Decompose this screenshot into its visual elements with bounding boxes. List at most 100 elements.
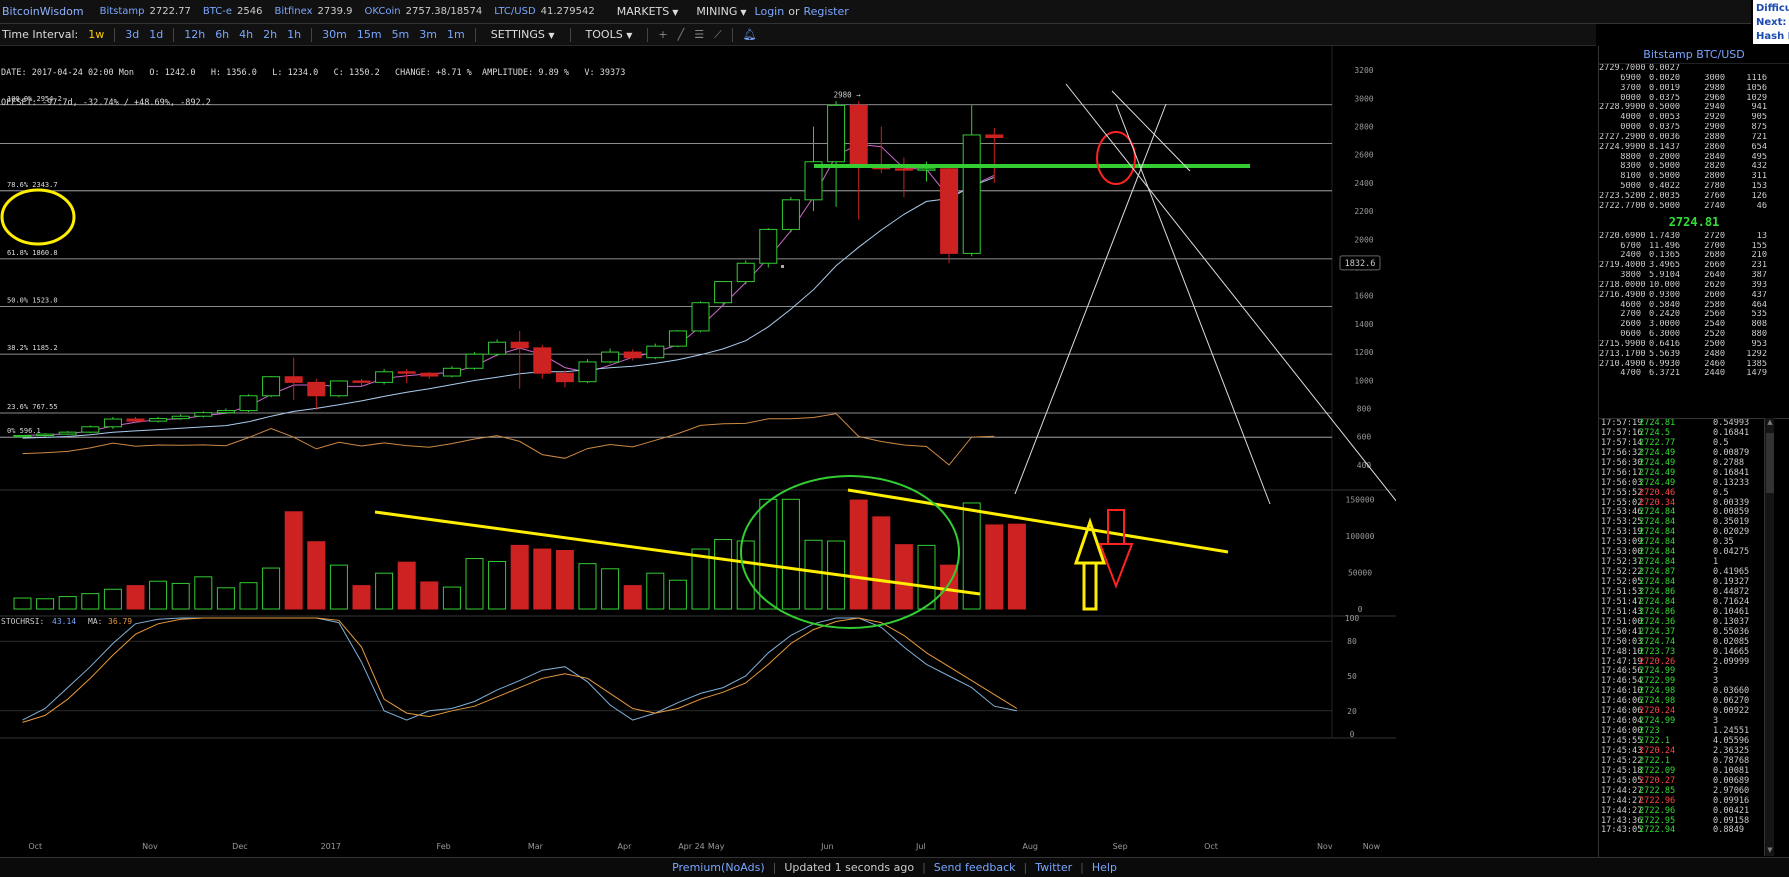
interval-4h[interactable]: 4h: [239, 28, 254, 41]
trade-row: 17:55:02 2720.34 0.00339: [1599, 498, 1789, 509]
interval-3m[interactable]: 3m: [419, 28, 437, 41]
interval-1h[interactable]: 1h: [287, 28, 302, 41]
depth-sum-cell: 953: [1751, 339, 1767, 349]
bid-row[interactable]: 2716.4900 0.9300 2600 437: [1599, 291, 1782, 301]
market-link-btce[interactable]: BTC-e: [202, 6, 232, 17]
amount-cell: 6.3000: [1649, 330, 1681, 340]
scroll-down-icon[interactable]: ▼: [1767, 846, 1773, 854]
amount-cell: 0.4022: [1649, 182, 1681, 192]
peak-label: 2980 →: [834, 91, 862, 100]
ask-row[interactable]: 8300 0.5000 2820 432: [1599, 162, 1782, 172]
crosshair-tool-icon[interactable]: +: [658, 28, 668, 41]
ask-row[interactable]: 6900 0.0020 3000 1116: [1599, 74, 1782, 84]
trade-price: 2723.73: [1639, 646, 1676, 657]
bid-row[interactable]: 0600 6.3000 2520 880: [1599, 330, 1782, 340]
interval-6h[interactable]: 6h: [215, 28, 230, 41]
tools-menu[interactable]: TOOLS ▼: [585, 28, 633, 41]
trade-row: 17:53:25 2724.84 0.35019: [1599, 517, 1789, 528]
chevron-down-icon: ▼: [548, 31, 555, 40]
bid-row[interactable]: 4600 0.5840 2580 464: [1599, 301, 1782, 311]
line-tool-icon[interactable]: ╱: [677, 28, 685, 41]
markets-menu[interactable]: MARKETS ▼: [616, 5, 679, 18]
login-link[interactable]: Login: [754, 5, 785, 18]
scroll-up-icon[interactable]: ▲: [1767, 418, 1773, 426]
ask-row[interactable]: 2723.5200 2.0035 2760 126: [1599, 192, 1782, 202]
twitter-link[interactable]: Twitter: [1035, 861, 1073, 874]
bid-row[interactable]: 2400 0.1365 2680 210: [1599, 251, 1782, 261]
trades-scrollbar[interactable]: ▲ ▼: [1764, 418, 1774, 856]
ask-row[interactable]: 2724.9900 8.1437 2860 654: [1599, 143, 1782, 153]
annotation-fan-line: [1111, 90, 1191, 172]
price-cell: 2715.9900: [1599, 339, 1646, 349]
site-logo[interactable]: BitcoinWisdom: [2, 5, 84, 18]
fib-level-label: 23.6% 767.55: [7, 403, 58, 411]
moving-averages: [22, 143, 995, 466]
interval-5m[interactable]: 5m: [391, 28, 410, 41]
candle-body: [533, 347, 552, 374]
ask-row[interactable]: 2727.2900 0.0036 2880 721: [1599, 133, 1782, 143]
candle-body: [171, 415, 190, 420]
depth-sum-cell: 535: [1751, 310, 1767, 320]
feedback-link[interactable]: Send feedback: [933, 861, 1016, 874]
price-chart[interactable]: 100.0% 2954.2 78.6% 2343.7 61.8% 1860.8 50.…: [0, 46, 1396, 857]
trade-row: 17:46:10 2724.98 0.03660: [1599, 686, 1789, 697]
trade-time: 17:45:05: [1601, 775, 1643, 786]
market-link-ltcusd[interactable]: LTC/USD: [494, 6, 536, 17]
fib-tool-icon[interactable]: ⟋: [714, 27, 722, 41]
trade-row: 17:45:43 2720.24 2.36325: [1599, 746, 1789, 757]
bid-row[interactable]: 3800 5.9104 2640 387: [1599, 271, 1782, 281]
bid-row[interactable]: 2720.6900 1.7430 2720 13: [1599, 232, 1782, 242]
fib-levels: 100.0% 2954.2 78.6% 2343.7 61.8% 1860.8 50.…: [0, 95, 1332, 438]
amount-cell: 0.0020: [1649, 73, 1681, 83]
market-link-bitfinex[interactable]: Bitfinex: [274, 6, 313, 17]
interval-15m[interactable]: 15m: [356, 28, 382, 41]
volume-bar: [804, 539, 823, 610]
help-link[interactable]: Help: [1091, 861, 1117, 874]
market-link-okcoin[interactable]: OKCoin: [364, 6, 401, 17]
ask-row[interactable]: 4000 0.0053 2920 905: [1599, 113, 1782, 123]
depth-sum-cell: 432: [1751, 162, 1767, 172]
ask-row[interactable]: 5000 0.4022 2780 153: [1599, 182, 1782, 192]
bid-row[interactable]: 2700 0.2420 2560 535: [1599, 310, 1782, 320]
ask-row[interactable]: 2729.7000 0.0027: [1599, 64, 1782, 74]
interval-12h[interactable]: 12h: [184, 28, 206, 41]
bid-row[interactable]: 2710.4900 6.9930 2460 1385: [1599, 360, 1782, 370]
interval-3d[interactable]: 3d: [125, 28, 140, 41]
ask-row[interactable]: 8100 0.5000 2800 311: [1599, 172, 1782, 182]
order-book-title[interactable]: Bitstamp BTC/USD: [1599, 46, 1789, 64]
volume-bar: [420, 581, 439, 610]
price-cell: 5000: [1620, 182, 1641, 192]
settings-menu[interactable]: SETTINGS ▼: [490, 28, 555, 41]
interval-1m[interactable]: 1m: [447, 28, 465, 41]
mining-menu[interactable]: MINING ▼: [696, 5, 747, 18]
market-link-bitstamp[interactable]: Bitstamp: [99, 6, 145, 17]
scrollbar-thumb[interactable]: [1766, 433, 1774, 493]
interval-2h[interactable]: 2h: [263, 28, 278, 41]
ask-row[interactable]: 0000 0.0375 2960 1029: [1599, 94, 1782, 104]
depth-price-cell: 2800: [1704, 172, 1725, 182]
ask-row[interactable]: 2722.7700 0.5000 2740 46: [1599, 202, 1782, 212]
bid-row[interactable]: 2713.1700 5.5639 2480 1292: [1599, 350, 1782, 360]
bid-row[interactable]: 2600 3.0000 2540 808: [1599, 320, 1782, 330]
ask-row[interactable]: 0000 0.0375 2900 875: [1599, 123, 1782, 133]
bid-row[interactable]: 2719.4000 3.4965 2660 231: [1599, 261, 1782, 271]
ask-row[interactable]: 8800 0.2000 2840 495: [1599, 153, 1782, 163]
bid-row[interactable]: 4700 6.3721 2440 1479: [1599, 369, 1782, 379]
trade-row: 17:46:54 2722.99 3: [1599, 676, 1789, 687]
bell-alert-icon[interactable]: 🔔︎: [742, 28, 757, 41]
ask-row[interactable]: 2728.9900 0.5000 2940 941: [1599, 103, 1782, 113]
register-link[interactable]: Register: [803, 5, 849, 18]
premium-link[interactable]: Premium(NoAds): [672, 861, 765, 874]
interval-30m[interactable]: 30m: [322, 28, 347, 41]
bid-row[interactable]: 2715.9900 0.6416 2500 953: [1599, 340, 1782, 350]
trade-time: 17:46:04: [1601, 716, 1643, 727]
interval-1d[interactable]: 1d: [149, 28, 164, 41]
candle-body: [623, 351, 642, 359]
interval-1w[interactable]: 1w: [88, 28, 105, 41]
horizontal-lines-tool-icon[interactable]: ☰: [694, 28, 705, 41]
bid-row[interactable]: 6700 11.496 2700 155: [1599, 242, 1782, 252]
ask-row[interactable]: 3700 0.0019 2980 1056: [1599, 84, 1782, 94]
price-cell: 8800: [1620, 152, 1641, 162]
price-cell: 2720.6900: [1599, 231, 1646, 241]
bid-row[interactable]: 2718.0000 10.000 2620 393: [1599, 281, 1782, 291]
